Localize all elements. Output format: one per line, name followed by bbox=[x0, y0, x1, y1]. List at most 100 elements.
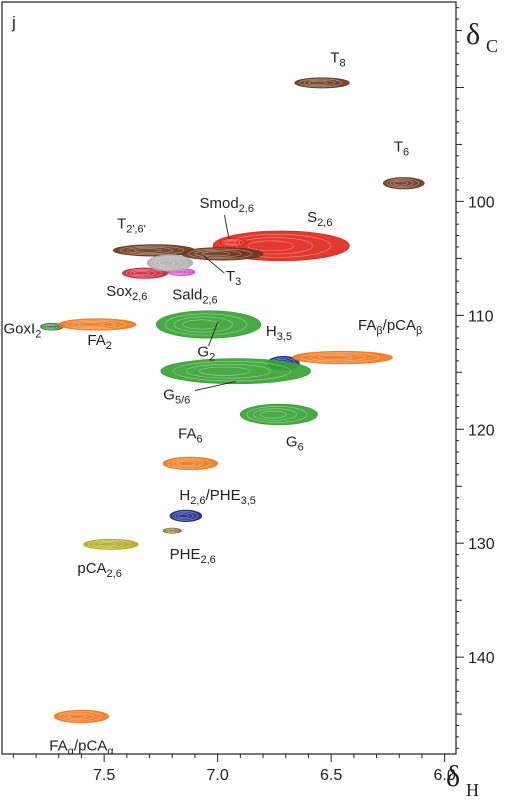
peak-contour bbox=[53, 709, 110, 724]
label-h3-5: H3,5 bbox=[266, 323, 292, 343]
peak-contour-ring bbox=[182, 319, 219, 330]
peak-contour bbox=[121, 267, 169, 279]
peak-g6 bbox=[239, 403, 318, 426]
peak-fa6 bbox=[162, 456, 219, 471]
leader-lines bbox=[194, 214, 236, 391]
peak-contour-ring bbox=[44, 324, 58, 329]
x-axis-title: δ H bbox=[446, 760, 479, 800]
peak-contour-ring bbox=[167, 529, 175, 532]
peak-contour-ring bbox=[299, 78, 343, 88]
peak-contour-ring bbox=[317, 355, 353, 360]
y-tick-label: 110 bbox=[468, 308, 494, 325]
label-faa: FAα/pCAα bbox=[49, 738, 114, 758]
peak-contour-ring bbox=[194, 249, 242, 258]
peak-contour bbox=[180, 247, 264, 261]
peak-contour-ring bbox=[390, 179, 414, 187]
peak-contour-ring bbox=[165, 528, 177, 533]
peak-contour bbox=[58, 318, 137, 331]
peak-contour-ring bbox=[173, 361, 291, 382]
peak-contour-ring bbox=[176, 461, 196, 466]
peak-contour-ring bbox=[97, 542, 117, 547]
peak-contour-ring bbox=[259, 410, 287, 419]
x-axis-symbol: δ bbox=[446, 760, 460, 793]
y-axis-ticks: 100 110 120 130 140 bbox=[456, 7, 495, 749]
peak-contour-ring bbox=[226, 240, 237, 245]
label-g2: G2 bbox=[197, 343, 215, 363]
peak-contour-ring bbox=[201, 251, 231, 257]
y-tick-label: 140 bbox=[468, 650, 495, 667]
y-tick-label: 100 bbox=[468, 194, 495, 211]
y-axis-subscript: C bbox=[486, 36, 498, 56]
peak-t8 bbox=[294, 77, 350, 89]
peak-contour-ring bbox=[175, 512, 194, 520]
x-tick-label: 6.0 bbox=[434, 767, 456, 784]
label-t6: T6 bbox=[394, 138, 409, 158]
peak-contour-ring bbox=[150, 256, 187, 270]
label-t2-6-: T2',6' bbox=[117, 216, 146, 236]
peak-goxi2 bbox=[40, 322, 64, 331]
peak-contour-ring bbox=[303, 79, 335, 87]
peak-g5-6 bbox=[160, 358, 312, 385]
leader-line bbox=[194, 380, 236, 391]
label-t8: T8 bbox=[330, 49, 345, 69]
peak-contour bbox=[292, 350, 393, 365]
peak-contour-ring bbox=[126, 246, 174, 254]
x-axis-ticks: 7.5 7.0 6.5 6.0 bbox=[12, 754, 456, 784]
y-tick-label: 130 bbox=[468, 536, 495, 553]
label-s2-6: S2,6 bbox=[307, 209, 332, 229]
peak-contour-ring bbox=[247, 240, 295, 252]
peak-faa bbox=[53, 709, 110, 724]
peak-contour-ring bbox=[158, 259, 175, 266]
peak-contour bbox=[162, 456, 219, 471]
peak-contour-ring bbox=[42, 323, 61, 330]
peak-contour bbox=[219, 238, 248, 247]
label-fa2: FA2 bbox=[87, 332, 111, 352]
peak-h2-6 bbox=[169, 509, 203, 522]
peak-t3 bbox=[180, 247, 264, 261]
peak-smod2-6 bbox=[219, 238, 248, 247]
label-h2-6: H2,6/PHE3,5 bbox=[179, 487, 255, 507]
peak-contour-ring bbox=[186, 363, 271, 379]
label-sald2-6: Sald2,6 bbox=[172, 286, 217, 306]
y-tick-label: 120 bbox=[468, 422, 495, 439]
label-goxi2: GoxI2 bbox=[4, 321, 42, 341]
peak-contour bbox=[169, 509, 203, 522]
peak-contour-ring bbox=[164, 528, 180, 533]
x-tick-label: 7.0 bbox=[207, 767, 229, 784]
peak-pca2-6 bbox=[83, 538, 139, 550]
label-fab: FAβ/pCAβ bbox=[358, 317, 422, 337]
label-phe2-6: PHE2,6 bbox=[170, 546, 216, 566]
peak-contour-ring bbox=[221, 239, 244, 246]
peak-contour-ring bbox=[309, 353, 366, 362]
peak-contour-ring bbox=[92, 541, 124, 548]
peak-contour-ring bbox=[63, 712, 95, 721]
peak-contour bbox=[382, 177, 425, 190]
x-tick-label: 6.5 bbox=[320, 767, 342, 784]
peak-contour bbox=[162, 527, 182, 534]
leader-line bbox=[208, 322, 219, 347]
peak-contour-ring bbox=[129, 270, 156, 277]
peak-contour-ring bbox=[65, 319, 126, 330]
peak-contour-ring bbox=[133, 271, 150, 276]
peaks-layer bbox=[40, 77, 425, 724]
peak-fab bbox=[292, 350, 393, 365]
peak-contour-ring bbox=[224, 239, 241, 245]
peak-phe2-6 bbox=[162, 527, 182, 534]
peak-contour-ring bbox=[133, 248, 163, 253]
peak-contour-ring bbox=[253, 408, 297, 421]
label-sox2-6: Sox2,6 bbox=[106, 283, 147, 303]
peak-contour bbox=[146, 254, 194, 272]
peak-contour-ring bbox=[78, 322, 105, 327]
peak-contour-ring bbox=[386, 178, 420, 188]
peak-contour-ring bbox=[71, 320, 116, 328]
label-fa6: FA6 bbox=[178, 425, 202, 445]
peak-contour-ring bbox=[167, 458, 211, 469]
peak-contour bbox=[239, 403, 318, 426]
peak-contour-ring bbox=[125, 268, 162, 278]
peak-t2-6- bbox=[112, 244, 196, 257]
peak-contour-ring bbox=[119, 245, 185, 256]
peak-contour-ring bbox=[308, 80, 328, 85]
peak-contour-ring bbox=[174, 270, 185, 274]
plot-frame bbox=[1, 1, 457, 755]
